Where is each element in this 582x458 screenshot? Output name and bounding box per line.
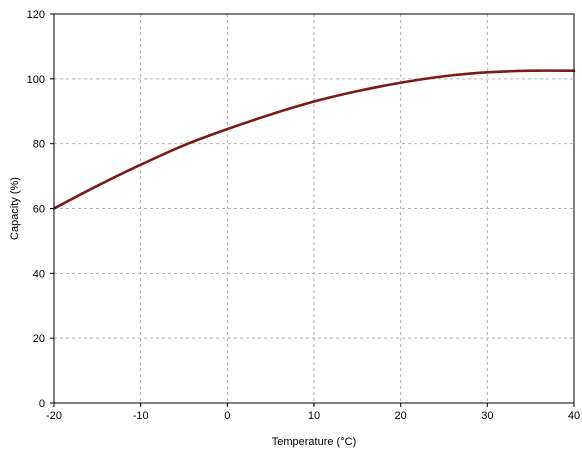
series-line-0 xyxy=(52,69,576,210)
x-tick-label: -10 xyxy=(133,410,149,422)
tick-labels: -20 -10 0 10 20 30 40 0 20 40 60 80 100 120 xyxy=(27,9,580,422)
y-tick-label: 20 xyxy=(33,333,45,345)
y-tick-label: 40 xyxy=(33,268,45,280)
x-tick-label: 20 xyxy=(395,410,407,422)
y-axis-title: Capacity (%) xyxy=(9,177,21,240)
series-layer xyxy=(52,69,576,210)
y-tick-label: 0 xyxy=(39,398,45,410)
y-tick-label: 80 xyxy=(33,139,45,151)
x-tick-label: -20 xyxy=(46,410,62,422)
x-tick-label: 0 xyxy=(224,410,230,422)
y-tick-label: 120 xyxy=(27,9,45,21)
y-tick-label: 60 xyxy=(33,204,45,216)
x-tick-label: 10 xyxy=(308,410,320,422)
x-tick-label: 40 xyxy=(568,410,580,422)
grid xyxy=(54,14,574,403)
y-tick-label: 100 xyxy=(27,74,45,86)
x-axis-title: Temperature (°C) xyxy=(272,436,356,448)
x-tick-label: 30 xyxy=(481,410,493,422)
ticks xyxy=(50,13,575,407)
